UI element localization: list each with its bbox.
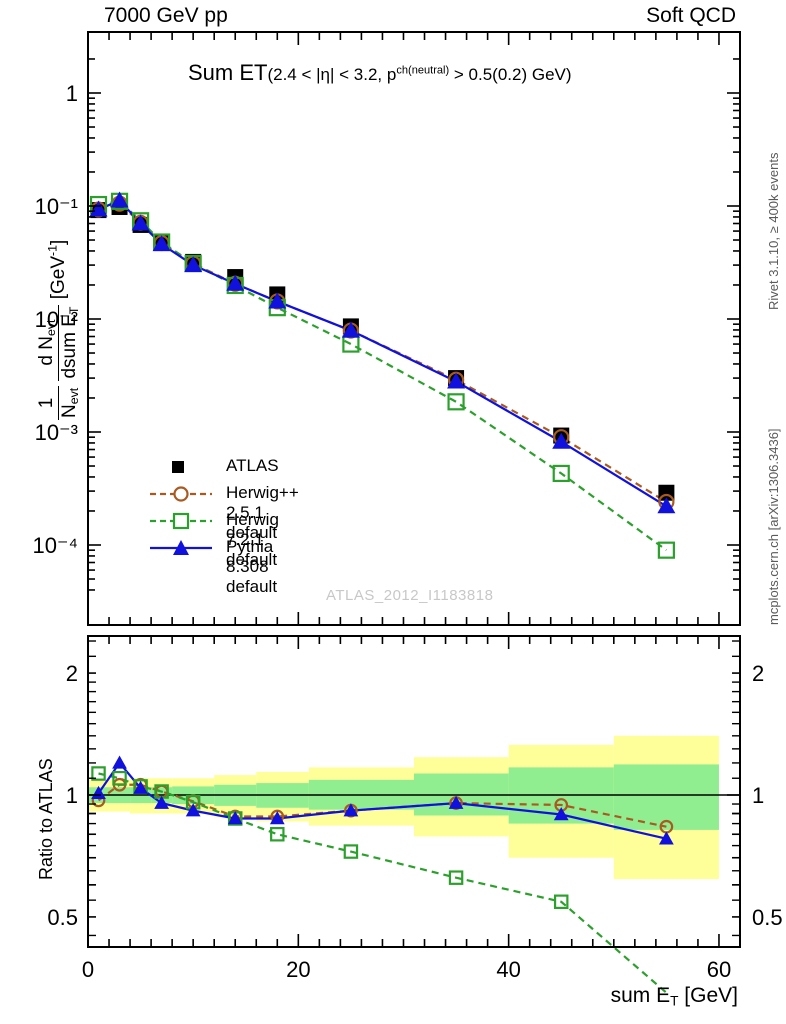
data-marker-triangle	[659, 831, 674, 845]
main-plot-frame	[87, 31, 741, 626]
side-note-mcplots: mcplots.cern.ch [arXiv:1306.3436]	[766, 428, 781, 625]
data-marker-triangle	[448, 795, 464, 809]
data-marker-square-open	[343, 844, 359, 859]
header-left: 7000 GeV pp	[104, 4, 228, 27]
xtick-label: 40	[496, 957, 520, 982]
data-marker-square-open	[91, 766, 106, 781]
ratio-plot-frame	[87, 635, 741, 948]
ratio-ytick-label-right: 2	[752, 661, 764, 686]
plot-title-cond: (2.4 < |η| < 3.2, pch(neutral) > 0.5(0.2…	[267, 64, 572, 84]
xaxis-label: sum ET [GeV]	[610, 984, 738, 1009]
legend-marker-pythia	[150, 540, 212, 555]
data-marker-triangle	[553, 807, 569, 821]
data-marker-triangle	[185, 803, 201, 817]
data-marker-triangle	[154, 795, 169, 809]
data-marker-triangle	[552, 432, 571, 449]
ylabel-derivative: d Nevt dsum ET	[36, 304, 82, 381]
ratio-ytick-label-right: 0.5	[752, 905, 783, 930]
ratio-ytick-label: 2	[66, 661, 78, 686]
data-marker-square-open	[553, 894, 569, 910]
plot-title: Sum ET(2.4 < |η| < 3.2, pch(neutral) > 0…	[188, 60, 572, 86]
legend-label: Herwig 7.2.1 default	[226, 510, 279, 569]
data-marker-square-open	[552, 464, 570, 483]
data-marker-triangle	[268, 292, 287, 309]
data-marker-triangle	[89, 200, 108, 217]
data-marker-triangle	[152, 235, 171, 252]
data-marker-triangle	[447, 372, 466, 389]
main-ytick-label: 10⁻³	[35, 420, 78, 445]
legend-label: Herwig++ 2.5.1 default	[226, 483, 299, 542]
legend-label: ATLAS	[226, 456, 279, 475]
ratio-ytick-label: 0.5	[47, 905, 78, 930]
data-marker-triangle	[269, 811, 285, 825]
watermark: ATLAS_2012_I1183818	[326, 587, 494, 604]
main-ytick-label: 10⁻⁴	[32, 533, 78, 558]
main-ylabel: 1 Nevt d Nevt dsum ET [GeV-1]	[36, 240, 81, 420]
legend-marker-atlas	[172, 461, 184, 473]
data-marker-triangle	[133, 780, 148, 794]
data-marker-square-open	[657, 541, 675, 559]
ratio-ytick-label: 1	[66, 783, 78, 808]
ylabel-units: [GeV-1]	[45, 239, 69, 300]
data-marker-triangle	[131, 214, 150, 231]
main-ytick-label: 1	[66, 81, 78, 106]
data-marker-triangle	[226, 274, 245, 291]
legend-marker-herwig7	[150, 512, 212, 530]
data-marker-square-open	[342, 335, 360, 353]
plot-title-main: Sum ET	[188, 60, 268, 85]
legend-marker-herwigpp	[150, 486, 212, 502]
main-ytick-label: 10⁻¹	[35, 194, 78, 219]
ratio-ylabel: Ratio to ATLAS	[36, 758, 56, 880]
data-marker-triangle	[227, 811, 243, 825]
legend-label: Pythia 8.308 default	[226, 537, 278, 596]
data-marker-triangle	[184, 256, 203, 273]
data-marker-square-open	[448, 870, 464, 885]
data-marker-triangle	[112, 755, 127, 769]
main-ytick-label: 10⁻²	[35, 307, 78, 332]
ylabel-prefactor: 1 Nevt	[36, 385, 82, 420]
data-marker-square-open	[270, 826, 285, 842]
xtick-label: 20	[286, 957, 310, 982]
data-marker-square-open	[112, 770, 127, 786]
data-marker-square-open	[447, 393, 465, 411]
xtick-label: 60	[707, 957, 731, 982]
data-marker-triangle	[110, 191, 129, 208]
plot-title-superscript: ch(neutral)	[396, 64, 450, 77]
xtick-label: 0	[82, 957, 94, 982]
ratio-ytick-label-right: 1	[752, 783, 764, 808]
data-marker-triangle	[657, 497, 676, 514]
header-right: Soft QCD	[646, 4, 736, 27]
side-note-rivet: Rivet 3.1.10, ≥ 400k events	[766, 152, 781, 310]
data-marker-triangle	[343, 803, 359, 817]
data-marker-triangle	[341, 321, 360, 338]
